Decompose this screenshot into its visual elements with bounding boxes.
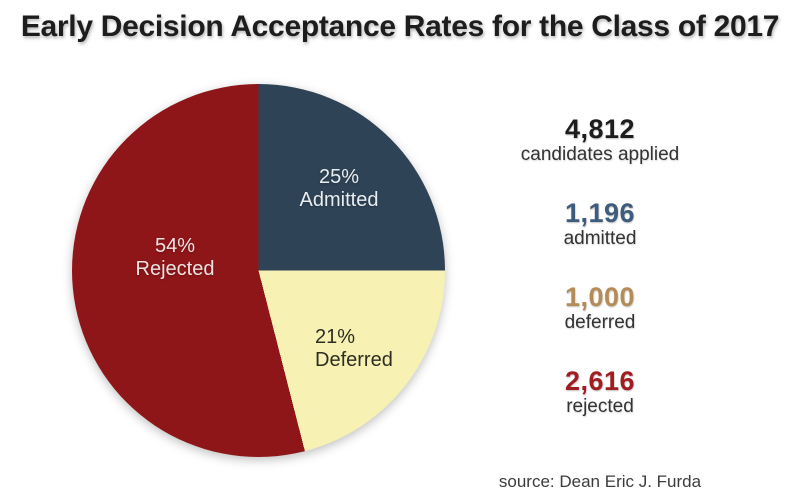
- pie-slice-admitted-name: Admitted: [299, 189, 379, 211]
- stat-rejected-value: 2,616: [564, 366, 636, 396]
- source-credit: source: Dean Eric J. Furda: [498, 472, 702, 491]
- pie-slice-deferred-name: Deferred: [315, 349, 393, 371]
- stat-applied-label: candidates applied: [520, 144, 680, 165]
- pie-slice-label-deferred: 21% Deferred: [315, 326, 445, 372]
- stat-admitted: 1,196 admitted: [495, 200, 705, 249]
- stat-rejected-label: rejected: [566, 396, 634, 417]
- stat-applied-value: 4,812: [564, 114, 636, 144]
- pie-slice-deferred-percent: 21%: [315, 326, 356, 348]
- stat-deferred-value: 1,000: [564, 282, 636, 312]
- stats-panel: 4,812 candidates applied 1,196 admitted …: [495, 116, 705, 452]
- stat-applied: 4,812 candidates applied: [495, 116, 705, 165]
- chart-title: Early Decision Acceptance Rates for the …: [20, 10, 780, 43]
- pie-slice-rejected-name: Rejected: [135, 258, 215, 280]
- pie-slice-rejected-percent: 54%: [154, 235, 196, 257]
- pie-slice-label-admitted: 25% Admitted: [279, 166, 399, 212]
- stat-deferred: 1,000 deferred: [495, 284, 705, 333]
- pie-chart: 25% Admitted 54% Rejected 21% Deferred: [72, 84, 445, 457]
- pie-slice-label-rejected: 54% Rejected: [109, 235, 241, 281]
- pie-slice-admitted-percent: 25%: [318, 166, 360, 188]
- stat-rejected: 2,616 rejected: [495, 368, 705, 417]
- stat-deferred-label: deferred: [564, 312, 636, 333]
- stat-admitted-label: admitted: [563, 228, 637, 249]
- stat-admitted-value: 1,196: [564, 198, 636, 228]
